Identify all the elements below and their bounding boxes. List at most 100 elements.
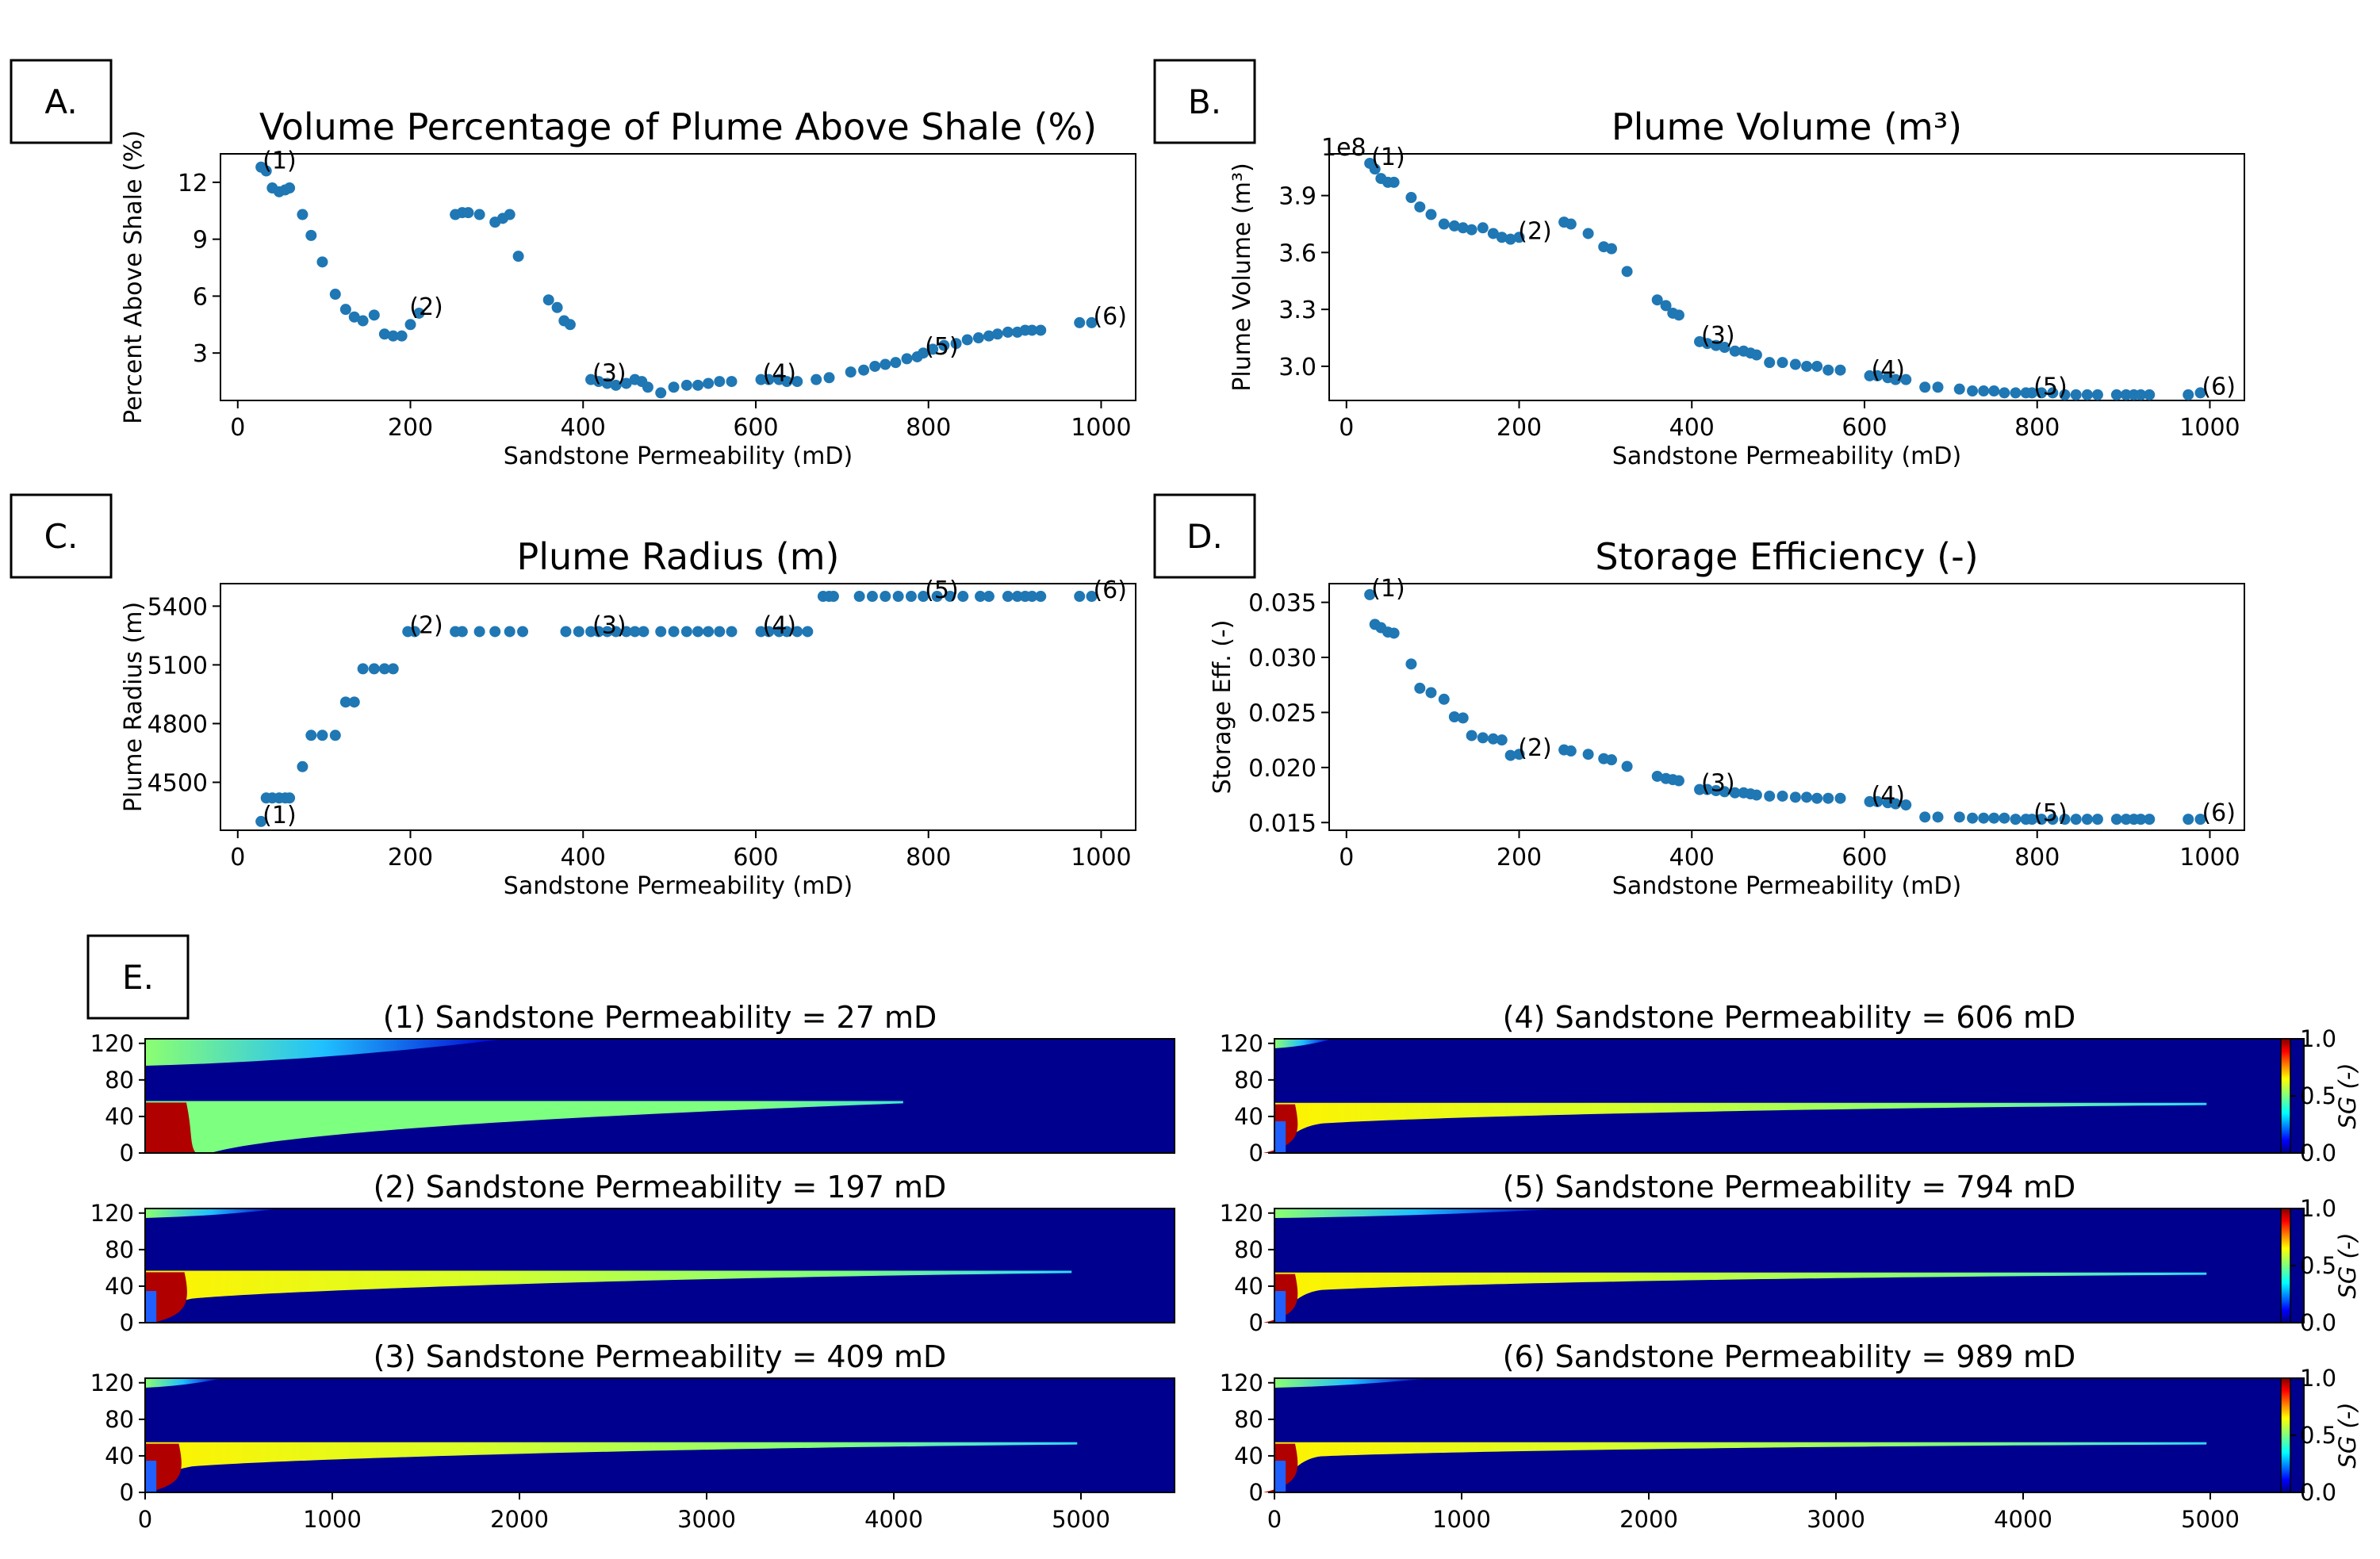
panel-letter-box-d: D. — [1153, 493, 1256, 579]
data-point — [1405, 658, 1417, 670]
x-tick-label: 1000 — [2179, 844, 2240, 871]
data-point — [811, 373, 822, 385]
data-point — [404, 319, 416, 331]
data-point — [763, 626, 775, 638]
point-annotation: (4) — [763, 611, 797, 639]
data-point — [2120, 814, 2132, 825]
data-point — [305, 730, 317, 741]
y-tick-label: 0 — [120, 1140, 134, 1166]
x-tick-label: 0 — [230, 844, 245, 871]
data-point — [1086, 316, 1098, 328]
x-tick-label: 0 — [1267, 1506, 1282, 1533]
data-point — [1388, 627, 1400, 639]
data-point — [1504, 749, 1516, 761]
data-point — [1565, 745, 1577, 757]
y-tick-label: 12 — [178, 170, 208, 197]
data-point — [357, 663, 369, 675]
colorbar: 1.0 0.5 0.0 SG (-) — [2280, 1025, 2361, 1166]
data-point — [1776, 790, 1788, 802]
data-point — [892, 591, 904, 603]
data-point — [2194, 387, 2206, 399]
x-tick-label: 200 — [388, 414, 433, 442]
data-point — [638, 626, 650, 638]
colorbar-tick-label: 0.5 — [2300, 1252, 2336, 1279]
data-point — [1673, 775, 1684, 787]
x-tick-label: 400 — [561, 414, 606, 442]
data-point — [655, 387, 667, 399]
x-tick-label: 800 — [2014, 844, 2060, 871]
data-point — [2110, 389, 2122, 400]
data-point — [1477, 222, 1489, 234]
data-point — [1999, 812, 2010, 824]
x-tick-label: 1000 — [2179, 414, 2240, 442]
x-axis-label: Sandstone Permeability (mD) — [504, 442, 853, 470]
data-point — [781, 376, 793, 388]
data-point — [2110, 814, 2122, 825]
data-point — [1872, 370, 1884, 381]
main-plume — [1274, 1102, 2207, 1153]
data-point — [1701, 783, 1713, 795]
plot-frame — [220, 153, 1136, 401]
y-tick-label: 3.0 — [1278, 354, 1316, 381]
point-annotation: (5) — [925, 576, 959, 604]
data-point — [1701, 338, 1713, 350]
data-point — [726, 626, 738, 638]
x-tick-label: 800 — [906, 414, 951, 442]
data-point — [714, 626, 726, 638]
point-annotation: (2) — [409, 611, 443, 639]
y-tick-label: 40 — [1234, 1442, 1263, 1469]
data-point — [1890, 798, 1902, 810]
data-point — [1002, 591, 1014, 603]
sg-heatmap-panel: (4) Sandstone Permeability = 606 mD 0 40 80… — [1220, 1000, 2305, 1166]
x-tick-label: 5000 — [2181, 1506, 2240, 1533]
y-tick-label: 0 — [1249, 1309, 1263, 1336]
heatmap-background — [1274, 1209, 2304, 1323]
data-point — [2144, 389, 2156, 400]
y-tick-label: 3.9 — [1278, 183, 1316, 211]
data-point — [1978, 812, 1990, 824]
upper-plume — [1274, 1040, 1331, 1048]
data-point — [853, 591, 865, 603]
data-point — [1932, 811, 1944, 823]
data-point — [961, 334, 973, 346]
colorbar-gradient — [2280, 1038, 2291, 1154]
x-tick-label: 0 — [1339, 844, 1354, 871]
data-point — [316, 730, 328, 741]
data-point — [975, 591, 987, 603]
point-annotation: (1) — [263, 147, 297, 175]
data-point — [329, 289, 341, 301]
y-tick-label: 120 — [90, 1200, 134, 1227]
data-point — [2036, 387, 2048, 399]
data-point — [1448, 711, 1460, 722]
data-point — [297, 209, 309, 220]
chart-title: Plume Volume (m³) — [1612, 105, 1962, 148]
shale-band — [1274, 1269, 2304, 1273]
heatmap-title: (2) Sandstone Permeability = 197 mD — [374, 1170, 947, 1205]
data-point — [1364, 588, 1376, 600]
data-point — [781, 626, 793, 638]
letter-box-frame — [10, 493, 113, 579]
point-annotation: (6) — [1093, 576, 1127, 604]
shale-band — [145, 1267, 1175, 1271]
data-point — [957, 591, 969, 603]
panel-letter: C. — [44, 517, 79, 556]
data-point — [2026, 814, 2038, 825]
chart-panel-a: Volume Percentage of Plume Above Shale (… — [120, 105, 1136, 470]
data-point — [1953, 383, 1965, 395]
point-annotation: (1) — [263, 802, 297, 829]
data-point — [1504, 233, 1516, 245]
data-point — [1582, 228, 1594, 239]
data-point — [1822, 792, 1834, 804]
point-annotation: (2) — [409, 293, 443, 321]
data-point — [1035, 591, 1047, 603]
data-point — [368, 663, 380, 675]
data-point — [387, 663, 399, 675]
data-point — [1801, 791, 1813, 803]
point-annotation: (3) — [592, 360, 627, 388]
x-axis-label: Sandstone Permeability (mD) — [1612, 442, 1961, 470]
data-point — [901, 353, 913, 365]
data-point — [983, 591, 995, 603]
heatmap-title: (6) Sandstone Permeability = 989 mD — [1503, 1339, 2076, 1374]
data-point — [504, 209, 515, 220]
y-tick-label: 80 — [1234, 1067, 1263, 1094]
